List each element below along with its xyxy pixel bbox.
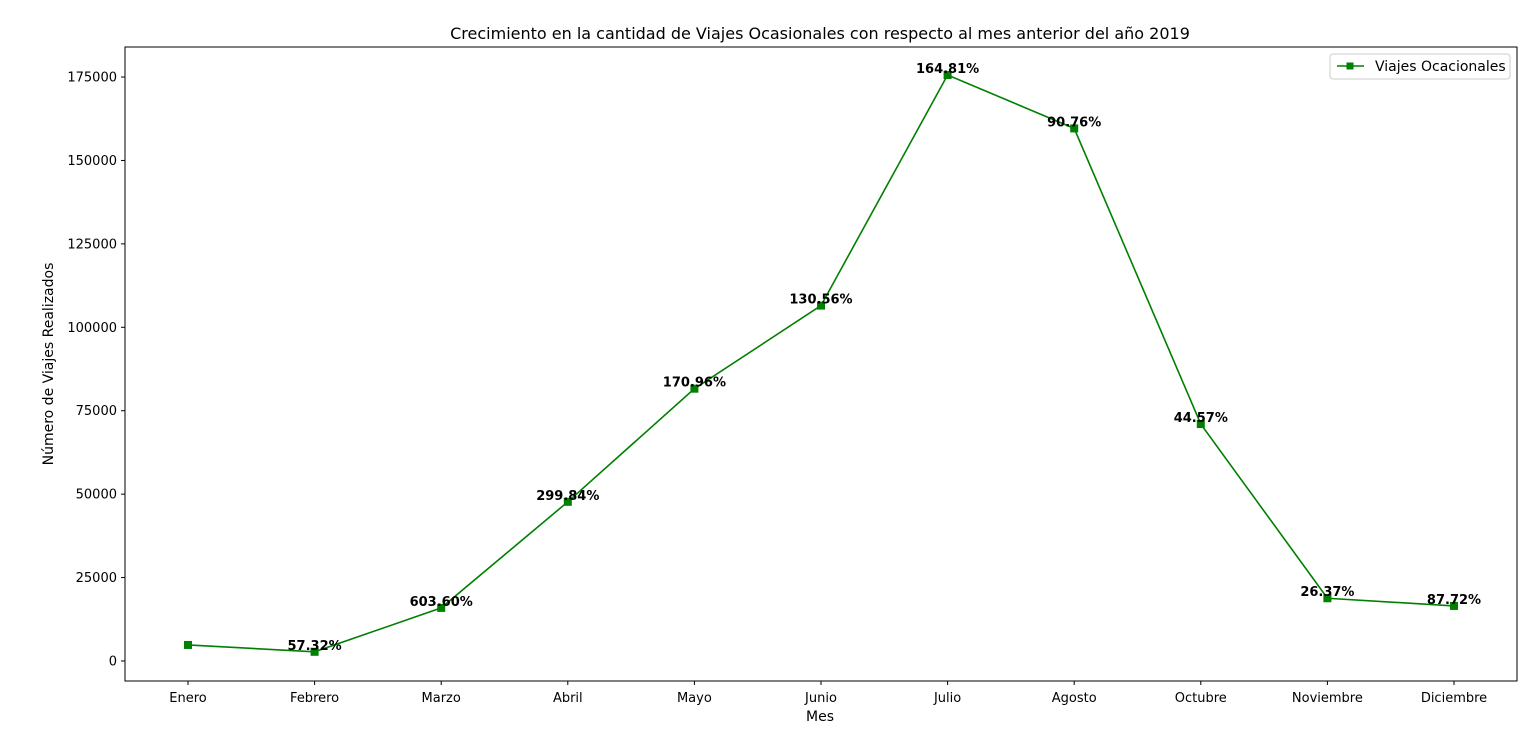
series-layer: 57.32% 603.60% 299.84% 170.96% 130.56% 164.81… <box>184 62 1481 656</box>
data-point <box>563 497 572 506</box>
legend-entry-label: Viajes Ocacionales <box>1375 59 1506 75</box>
x-tick-label: Febrero <box>290 691 339 706</box>
data-label: 26.37% <box>1300 585 1354 600</box>
data-label: 90.76% <box>1047 115 1101 130</box>
data-label: 299.84% <box>536 489 599 504</box>
y-tick-label: 50000 <box>76 488 117 503</box>
x-tick-label: Junio <box>804 691 837 706</box>
legend-marker-sample <box>1346 62 1354 70</box>
data-label: 603.60% <box>410 595 473 610</box>
data-label: 164.81% <box>916 62 979 77</box>
x-tick-label: Mayo <box>677 691 712 706</box>
x-tick-label: Diciembre <box>1421 691 1487 706</box>
data-label: 87.72% <box>1427 593 1481 608</box>
x-axis-label: Mes <box>806 709 834 725</box>
data-point <box>1070 124 1079 133</box>
y-tick-label: 150000 <box>67 154 117 169</box>
data-point <box>1196 420 1205 429</box>
series-line <box>187 74 1455 653</box>
legend: Viajes Ocacionales <box>1329 53 1511 80</box>
data-point <box>310 647 319 656</box>
y-axis-ticks: 0 25000 50000 75000 100000 125000 150000 175000 <box>67 71 125 669</box>
x-tick-label: Noviembre <box>1292 691 1363 706</box>
x-tick-label: Marzo <box>422 691 461 706</box>
data-label: 57.32% <box>288 639 342 654</box>
x-tick-label: Enero <box>169 691 207 706</box>
x-tick-label: Octubre <box>1175 691 1227 706</box>
y-tick-label: 75000 <box>76 404 117 419</box>
x-tick-label: Abril <box>553 691 583 706</box>
y-tick-label: 25000 <box>76 571 117 586</box>
x-axis-ticks: Enero Febrero Marzo Abril Mayo Junio Julio Agos… <box>169 681 1487 706</box>
data-point <box>1450 601 1458 610</box>
data-label: 170.96% <box>663 376 726 391</box>
y-tick-label: 125000 <box>67 237 117 252</box>
y-tick-label: 0 <box>109 654 117 669</box>
data-point <box>690 384 699 393</box>
data-point <box>184 640 192 649</box>
data-point <box>943 71 952 80</box>
x-tick-label: Agosto <box>1052 691 1097 706</box>
data-label: 130.56% <box>789 293 852 308</box>
y-tick-label: 100000 <box>67 321 117 336</box>
chart-title: Crecimiento en la cantidad de Viajes Oca… <box>450 24 1190 43</box>
y-tick-label: 175000 <box>67 71 117 86</box>
data-label: 44.57% <box>1174 411 1228 426</box>
x-tick-label: Julio <box>933 691 961 706</box>
y-axis-label: Número de Viajes Realizados <box>41 263 57 466</box>
data-point <box>817 301 825 310</box>
legend-box <box>1329 53 1511 80</box>
data-point <box>437 603 446 612</box>
data-point <box>1323 594 1332 603</box>
